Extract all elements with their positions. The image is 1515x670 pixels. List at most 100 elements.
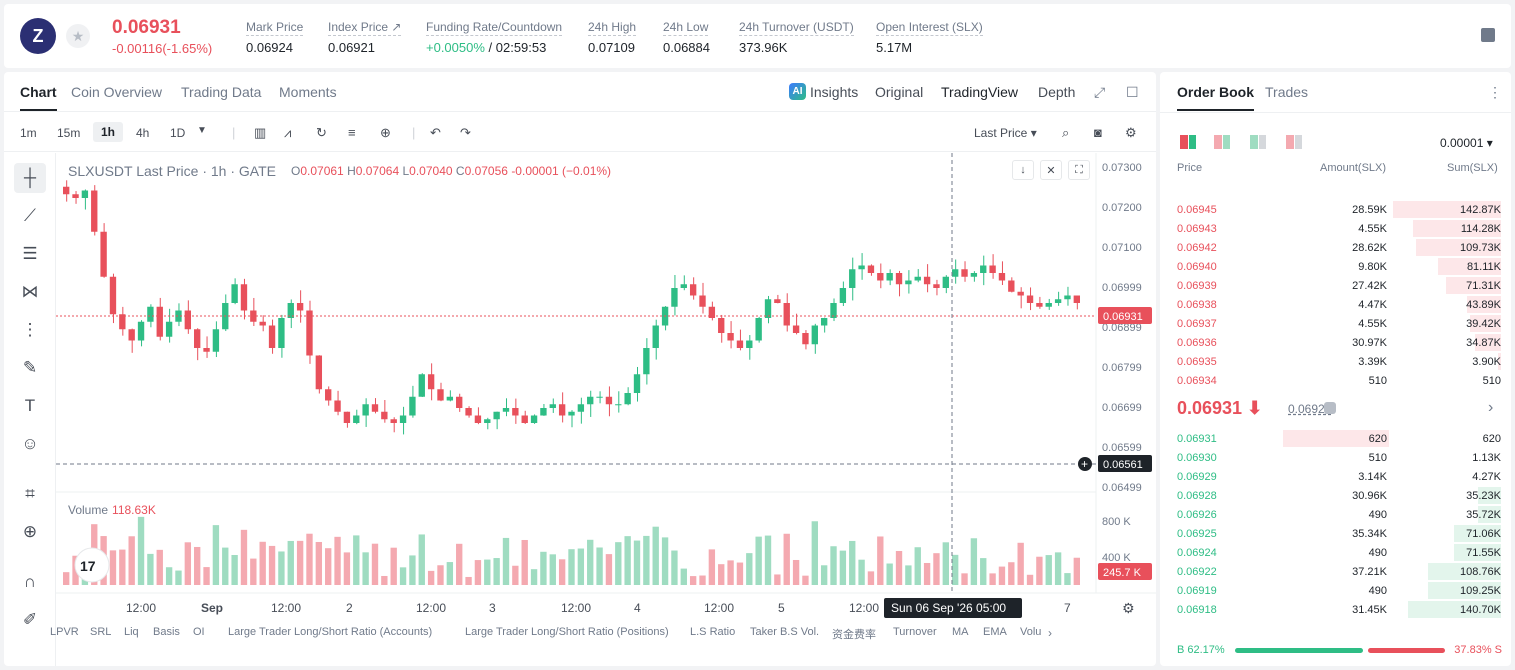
undo-icon[interactable]: ↶	[430, 125, 441, 140]
timeframe-dropdown-icon[interactable]: ▼	[197, 125, 207, 136]
stat-value: 0.06884	[663, 40, 710, 55]
indicator-item[interactable]: L.S Ratio	[690, 626, 736, 638]
ruler-tool-icon[interactable]: ⌗	[25, 484, 35, 503]
pattern-tool-icon[interactable]: ⋈	[21, 282, 39, 301]
view-depth[interactable]: Depth	[1038, 84, 1076, 100]
timeframe-1m[interactable]: 1m	[20, 126, 37, 140]
fullscreen-icon[interactable]: ⛶	[1068, 160, 1090, 180]
tab-trades[interactable]: Trades	[1265, 84, 1309, 100]
indicator-item[interactable]: Large Trader Long/Short Ratio (Positions…	[465, 626, 669, 638]
more-options-icon[interactable]: ⋮	[1488, 84, 1502, 100]
precision-select[interactable]: 0.00001 ▾	[1440, 136, 1493, 150]
view-original[interactable]: Original	[875, 84, 924, 100]
ask-row[interactable]: 0.06943 4.55K 114.28K	[1160, 219, 1511, 238]
redo-icon[interactable]: ↷	[460, 125, 471, 140]
chevron-right-icon[interactable]: ›	[1488, 399, 1494, 416]
timeframe-15m[interactable]: 15m	[57, 126, 81, 140]
view-bids-icon[interactable]	[1250, 135, 1266, 149]
favorite-star-icon[interactable]: ★	[66, 24, 90, 48]
indicators-icon[interactable]: ⩘	[284, 125, 292, 140]
stat-index-price[interactable]: Index Price ↗ 0.06921	[328, 18, 402, 55]
indicator-item[interactable]: 资金费率	[832, 629, 876, 641]
tab-order-book[interactable]: Order Book	[1177, 84, 1255, 111]
tab-chart[interactable]: Chart	[20, 84, 57, 111]
indicator-item[interactable]: SRL	[90, 626, 112, 638]
view-tradingview[interactable]: TradingView	[941, 84, 1019, 100]
bid-row[interactable]: 0.06918 31.45K 140.70K	[1160, 600, 1511, 619]
indicator-item[interactable]: LPVR	[50, 626, 79, 638]
indicator-item[interactable]: OI	[193, 626, 205, 638]
ask-row[interactable]: 0.06942 28.62K 109.73K	[1160, 238, 1511, 257]
collapse-icon[interactable]: ✕	[1040, 160, 1062, 180]
volume-bar	[287, 540, 294, 585]
crosshair-tool-icon[interactable]: ┼	[14, 163, 46, 193]
fib-tool-icon[interactable]: ⋮	[21, 320, 39, 339]
ask-row[interactable]: 0.06939 27.42K 71.31K	[1160, 276, 1511, 295]
window-icon[interactable]: ☐	[1126, 84, 1139, 100]
bid-row[interactable]: 0.06922 37.21K 108.76K	[1160, 562, 1511, 581]
candle-body	[624, 393, 631, 405]
view-both-icon[interactable]	[1180, 135, 1196, 149]
bid-row[interactable]: 0.06925 35.34K 71.06K	[1160, 524, 1511, 543]
price-chart[interactable]: 0.07300 0.07200 0.07100 0.06999 0.06899 0.067…	[56, 153, 1156, 620]
bid-row[interactable]: 0.06928 30.96K 35.23K	[1160, 486, 1511, 505]
lock-draw-icon[interactable]: ✐	[22, 610, 38, 629]
book-icon[interactable]	[1481, 28, 1495, 42]
candle-body	[465, 408, 472, 416]
bid-row[interactable]: 0.06924 490 71.55K	[1160, 543, 1511, 562]
add-alert-icon[interactable]: ⊕	[380, 125, 391, 140]
ask-row[interactable]: 0.06934 510 510	[1160, 371, 1511, 390]
scroll-down-icon[interactable]: ↓	[1012, 160, 1034, 180]
bid-row[interactable]: 0.06929 3.14K 4.27K	[1160, 467, 1511, 486]
indicator-next-icon[interactable]: ›	[1048, 626, 1052, 640]
indicator-item[interactable]: EMA	[983, 626, 1007, 638]
ask-row[interactable]: 0.06945 28.59K 142.87K	[1160, 200, 1511, 219]
tab-coin-overview[interactable]: Coin Overview	[71, 84, 163, 100]
timeframe-1h[interactable]: 1h	[93, 122, 124, 142]
indicator-item[interactable]: Taker B.S Vol.	[750, 626, 820, 638]
timeframe-4h[interactable]: 4h	[136, 126, 150, 140]
trendline-tool-icon[interactable]: ⟋	[24, 206, 36, 225]
stat-open-interest[interactable]: Open Interest (SLX) 5.17M	[876, 18, 983, 55]
indicator-item[interactable]: Basis	[153, 626, 180, 638]
expand-icon[interactable]: ⤢	[1094, 84, 1106, 100]
settings-gear-icon[interactable]: ⚙	[1125, 125, 1137, 140]
ask-row[interactable]: 0.06938 4.47K 43.89K	[1160, 295, 1511, 314]
ask-row[interactable]: 0.06936 30.97K 34.87K	[1160, 333, 1511, 352]
bid-row[interactable]: 0.06931 620 620	[1160, 429, 1511, 448]
indicator-item[interactable]: Volu	[1020, 626, 1042, 638]
volume-bar	[718, 564, 725, 585]
stat-mark-price[interactable]: Mark Price 0.06924	[246, 18, 304, 55]
price-type-select[interactable]: Last Price ▾	[974, 126, 1037, 140]
ask-row[interactable]: 0.06935 3.39K 3.90K	[1160, 352, 1511, 371]
brush-tool-icon[interactable]: ✎	[22, 358, 38, 377]
zoom-tool-icon[interactable]: ⊕	[22, 522, 38, 541]
candle-body	[961, 269, 968, 277]
indicator-item[interactable]: MA	[952, 626, 969, 638]
tab-trading-data[interactable]: Trading Data	[181, 84, 262, 100]
template-icon[interactable]: ≡	[348, 125, 356, 140]
bid-row[interactable]: 0.06930 510 1.13K	[1160, 448, 1511, 467]
text-tool-icon[interactable]: T	[24, 396, 36, 415]
bid-row[interactable]: 0.06926 490 35.72K	[1160, 505, 1511, 524]
ask-row[interactable]: 0.06937 4.55K 39.42K	[1160, 314, 1511, 333]
timeframe-1d[interactable]: 1D	[170, 126, 186, 140]
horizontal-line-tool-icon[interactable]: ☰	[22, 244, 38, 263]
view-asks-bids-icon[interactable]	[1214, 135, 1230, 149]
emoji-tool-icon[interactable]: ☺	[21, 434, 39, 453]
indicator-item[interactable]: Liq	[124, 626, 139, 638]
stat-funding-rate[interactable]: Funding Rate/Countdown +0.0050% / 02:59:…	[426, 18, 563, 55]
bid-row[interactable]: 0.06919 490 109.25K	[1160, 581, 1511, 600]
magnet-tool-icon[interactable]: ∩	[23, 572, 37, 591]
tab-moments[interactable]: Moments	[279, 84, 337, 100]
indicator-item[interactable]: Large Trader Long/Short Ratio (Accounts)	[228, 626, 433, 638]
search-icon[interactable]: ⌕	[1062, 125, 1070, 140]
replay-icon[interactable]: ↻	[316, 125, 327, 140]
volume-bar	[587, 539, 594, 585]
view-asks-icon[interactable]	[1286, 135, 1302, 149]
camera-icon[interactable]: ◙	[1094, 125, 1102, 140]
indicator-item[interactable]: Turnover	[893, 626, 937, 638]
candle-type-icon[interactable]: ▥	[254, 125, 267, 140]
ask-row[interactable]: 0.06940 9.80K 81.11K	[1160, 257, 1511, 276]
view-insights[interactable]: Insights	[810, 84, 859, 100]
